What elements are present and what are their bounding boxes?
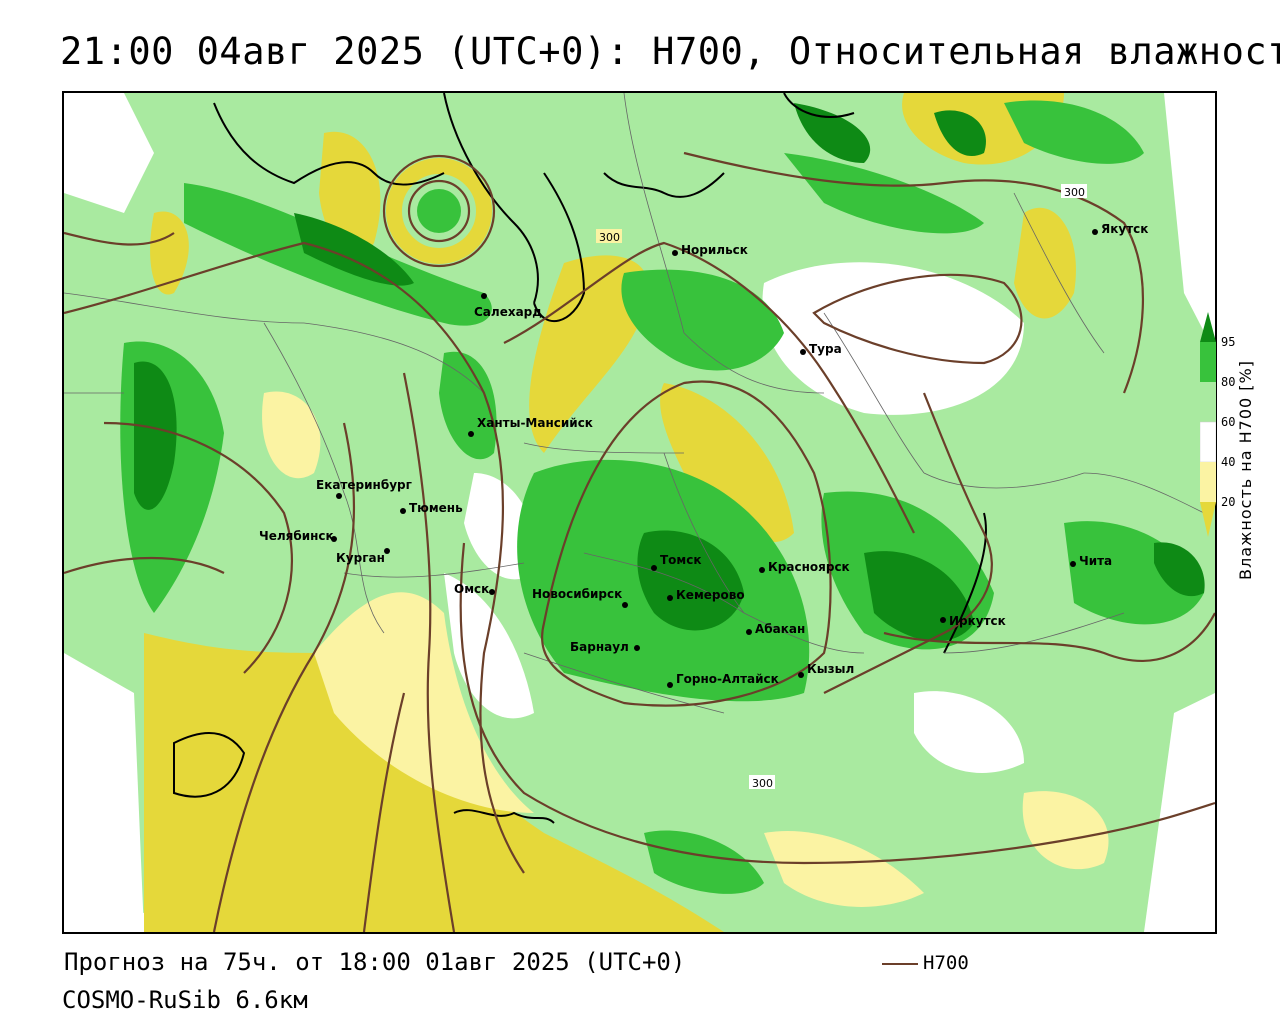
city-marker <box>489 589 495 595</box>
city-label-salekhard: Салехард <box>474 305 542 319</box>
city-label-krasnoyarsk: Красноярск <box>768 560 850 574</box>
city-marker <box>1070 561 1076 567</box>
city-label-yekaterinburg: Екатеринбург <box>316 478 412 492</box>
city-label-yakutsk: Якутск <box>1101 222 1148 236</box>
humidity-map: 300 300 300 Якутск Норильск Салехард Тур… <box>64 93 1215 932</box>
map-panel: 300 300 300 Якутск Норильск Салехард Тур… <box>62 91 1217 934</box>
forecast-info: Прогноз на 75ч. от 18:00 01авг 2025 (UTC… <box>64 948 686 976</box>
city-marker <box>759 567 765 573</box>
city-label-novosibirsk: Новосибирск <box>532 587 622 601</box>
model-name: COSMO-RuSib 6.6км <box>62 986 308 1014</box>
city-marker <box>800 349 806 355</box>
contour-legend-line <box>882 963 918 965</box>
city-marker <box>667 595 673 601</box>
city-marker <box>336 493 342 499</box>
city-marker <box>331 536 337 542</box>
city-marker <box>400 508 406 514</box>
colorbar-tick: 95 <box>1221 335 1236 349</box>
city-label-omsk: Омск <box>454 582 489 596</box>
city-label-chelyabinsk: Челябинск <box>259 529 334 543</box>
contour-label: 300 <box>1064 186 1085 199</box>
city-marker <box>798 672 804 678</box>
city-label-kemerovo: Кемерово <box>676 588 745 602</box>
city-marker <box>384 548 390 554</box>
city-label-kyzyl: Кызыл <box>807 662 854 676</box>
city-marker <box>622 602 628 608</box>
city-marker <box>468 431 474 437</box>
city-label-abakan: Абакан <box>755 622 805 636</box>
city-marker <box>1092 229 1098 235</box>
colorbar-tick: 60 <box>1221 415 1236 429</box>
city-marker <box>940 617 946 623</box>
city-marker <box>672 250 678 256</box>
city-label-tyumen: Тюмень <box>409 501 463 515</box>
map-title: 21:00 04авг 2025 (UTC+0): H700, Относите… <box>60 30 1280 73</box>
city-marker <box>481 293 487 299</box>
city-marker <box>651 565 657 571</box>
city-label-kurgan: Курган <box>336 551 385 565</box>
city-label-barnaul: Барнаул <box>570 640 629 654</box>
colorbar-tick: 80 <box>1221 375 1236 389</box>
colorbar-tick: 20 <box>1221 495 1236 509</box>
city-marker <box>667 682 673 688</box>
city-label-tomsk: Томск <box>660 553 702 567</box>
colorbar-title: Влажность на H700 [%] <box>1236 360 1255 580</box>
city-label-irkutsk: Иркутск <box>949 614 1006 628</box>
contour-label: 300 <box>752 777 773 790</box>
contour-label: 300 <box>599 231 620 244</box>
city-marker <box>746 629 752 635</box>
city-marker <box>634 645 640 651</box>
colorbar-tick: 40 <box>1221 455 1236 469</box>
humidity-colorbar <box>1200 312 1216 537</box>
city-label-gorno-altaysk: Горно-Алтайск <box>676 672 779 686</box>
city-label-norilsk: Норильск <box>681 243 748 257</box>
city-label-khanty-mansiysk: Ханты-Мансийск <box>477 416 593 430</box>
contour-legend-label: H700 <box>923 952 969 974</box>
city-label-tura: Тура <box>809 342 842 356</box>
city-label-chita: Чита <box>1079 554 1112 568</box>
